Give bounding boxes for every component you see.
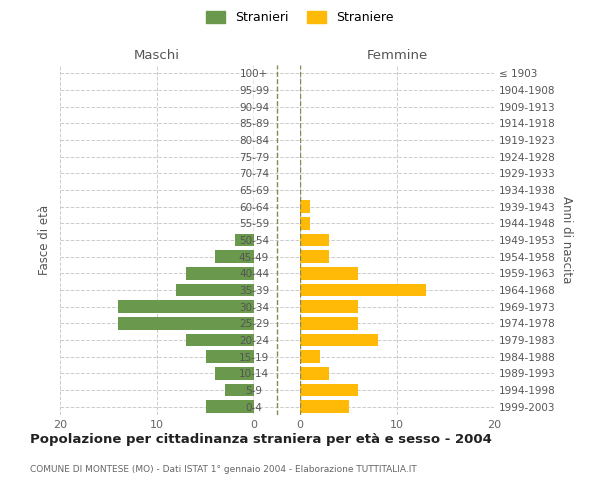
- Bar: [176, 284, 254, 296]
- Title: Femmine: Femmine: [367, 50, 428, 62]
- Bar: [300, 367, 329, 380]
- Bar: [300, 334, 378, 346]
- Bar: [215, 367, 254, 380]
- Bar: [206, 350, 254, 363]
- Bar: [300, 234, 329, 246]
- Bar: [118, 300, 254, 313]
- Bar: [225, 384, 254, 396]
- Bar: [206, 400, 254, 413]
- Bar: [186, 267, 254, 280]
- Bar: [300, 400, 349, 413]
- Bar: [300, 267, 358, 280]
- Bar: [300, 250, 329, 263]
- Bar: [300, 200, 310, 213]
- Bar: [118, 317, 254, 330]
- Bar: [300, 317, 358, 330]
- Text: Popolazione per cittadinanza straniera per età e sesso - 2004: Popolazione per cittadinanza straniera p…: [30, 432, 492, 446]
- Text: COMUNE DI MONTESE (MO) - Dati ISTAT 1° gennaio 2004 - Elaborazione TUTTITALIA.IT: COMUNE DI MONTESE (MO) - Dati ISTAT 1° g…: [30, 466, 417, 474]
- Bar: [300, 284, 427, 296]
- Bar: [215, 250, 254, 263]
- Bar: [300, 350, 320, 363]
- Title: Maschi: Maschi: [134, 50, 180, 62]
- Y-axis label: Anni di nascita: Anni di nascita: [560, 196, 572, 284]
- Legend: Stranieri, Straniere: Stranieri, Straniere: [202, 6, 398, 29]
- Bar: [300, 217, 310, 230]
- Bar: [300, 384, 358, 396]
- Y-axis label: Fasce di età: Fasce di età: [38, 205, 51, 275]
- Bar: [235, 234, 254, 246]
- Bar: [300, 300, 358, 313]
- Bar: [186, 334, 254, 346]
